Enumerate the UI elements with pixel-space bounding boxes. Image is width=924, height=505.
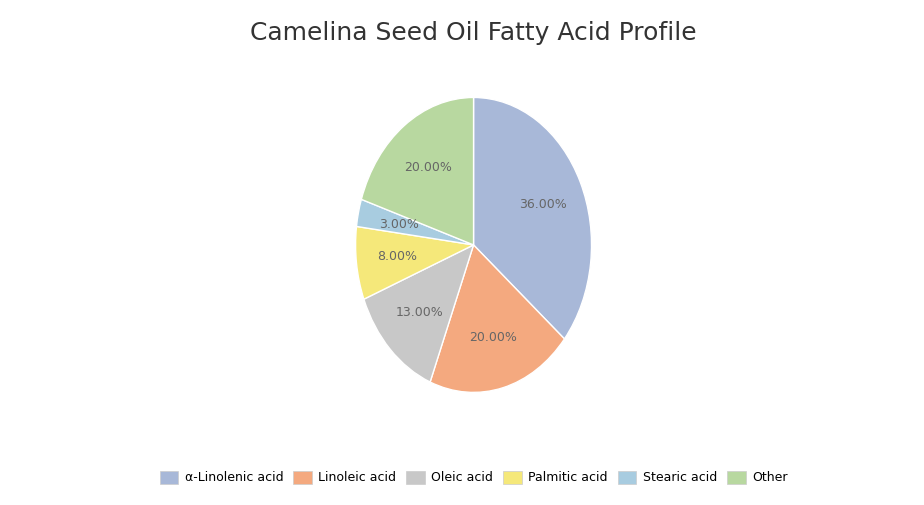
Text: 13.00%: 13.00% xyxy=(395,306,444,319)
Title: Camelina Seed Oil Fatty Acid Profile: Camelina Seed Oil Fatty Acid Profile xyxy=(250,21,697,45)
Wedge shape xyxy=(431,245,565,392)
Wedge shape xyxy=(356,226,474,299)
Text: 20.00%: 20.00% xyxy=(405,161,453,174)
Text: 36.00%: 36.00% xyxy=(519,197,566,211)
Legend: α-Linolenic acid, Linoleic acid, Oleic acid, Palmitic acid, Stearic acid, Other: α-Linolenic acid, Linoleic acid, Oleic a… xyxy=(154,466,793,489)
Text: 20.00%: 20.00% xyxy=(468,331,517,344)
Wedge shape xyxy=(364,245,474,382)
Text: 3.00%: 3.00% xyxy=(379,218,419,230)
Wedge shape xyxy=(357,199,474,245)
Wedge shape xyxy=(361,97,474,245)
Text: 8.00%: 8.00% xyxy=(378,250,418,264)
Wedge shape xyxy=(473,97,591,339)
